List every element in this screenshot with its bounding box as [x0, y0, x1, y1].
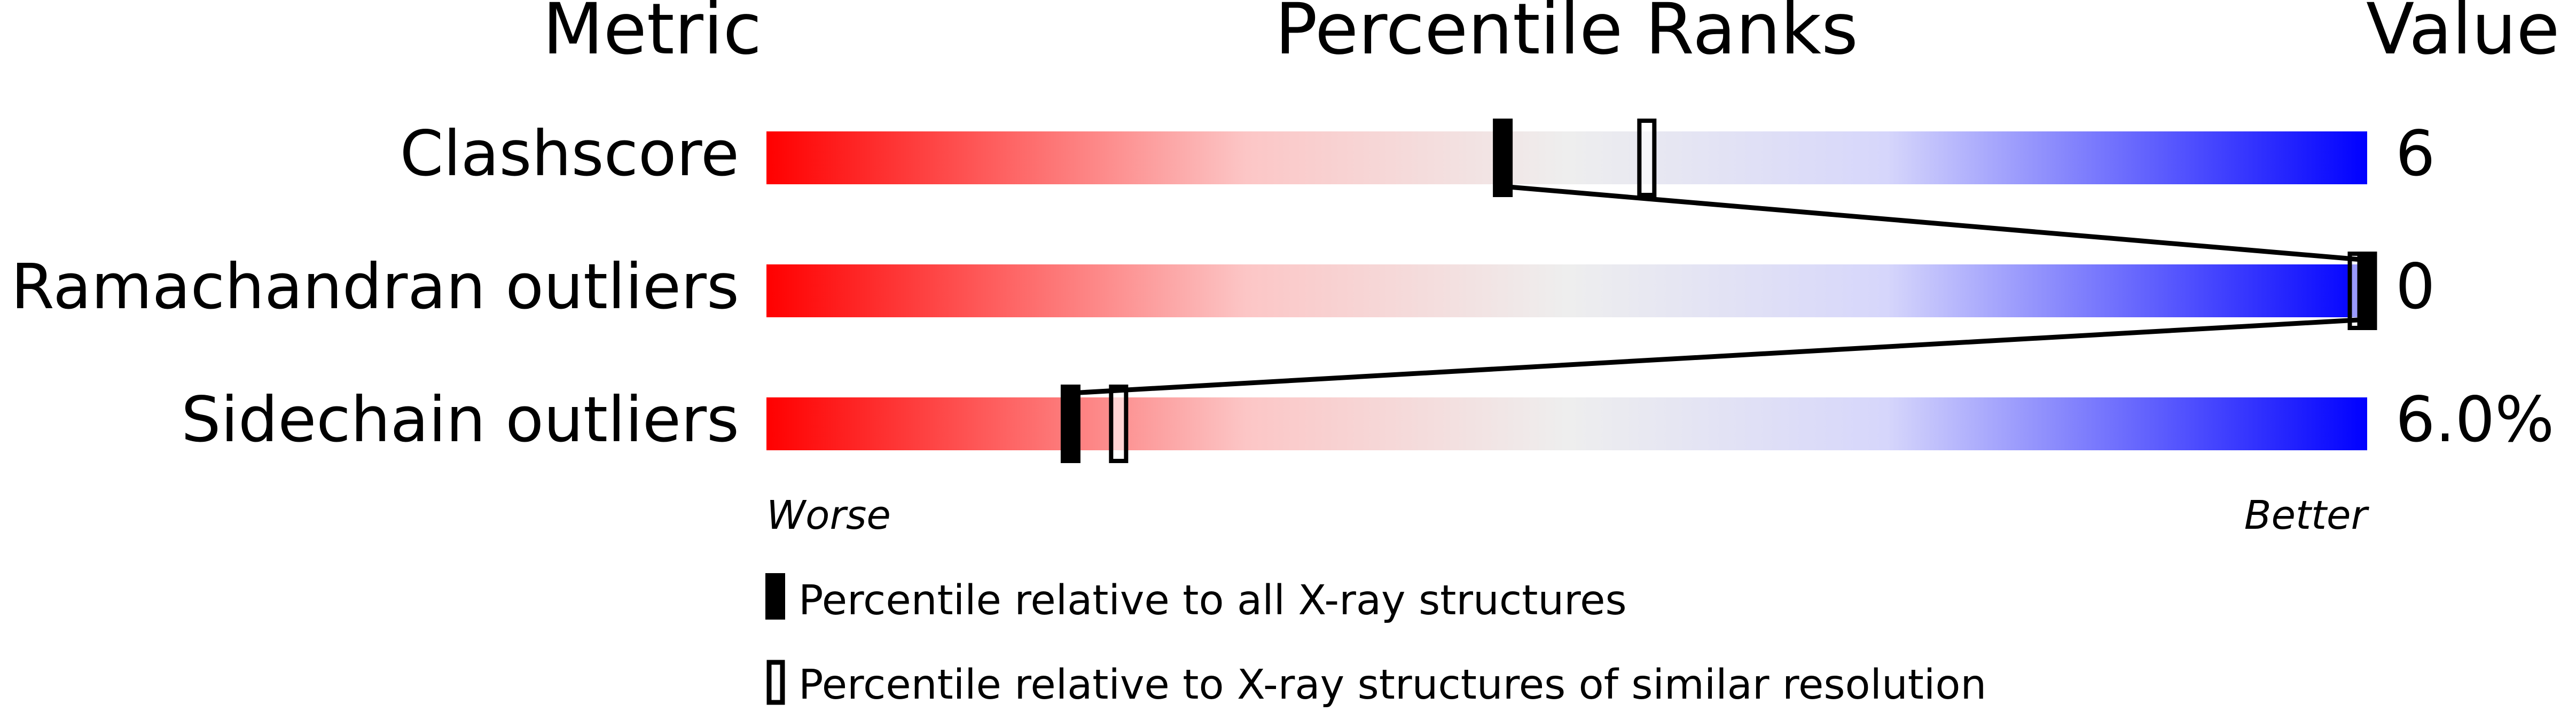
worse-label: Worse — [766, 492, 891, 538]
all-structures-marker — [1060, 385, 1080, 463]
all-structures-marker — [1493, 119, 1513, 197]
similar-resolution-marker — [1637, 119, 1657, 197]
connector-line — [1070, 317, 2368, 396]
metric-value: 0 — [2395, 250, 2435, 323]
percentile-bar — [766, 397, 2367, 450]
connector-line — [1502, 184, 2368, 263]
metric-label: Sidechain outliers — [181, 383, 739, 456]
metric-value: 6 — [2395, 117, 2435, 190]
legend-similar-label: Percentile relative to X-ray structures … — [798, 661, 1986, 709]
metric-label: Clashscore — [400, 117, 739, 190]
similar-resolution-marker — [1109, 385, 1129, 463]
better-label: Better — [2244, 492, 2370, 538]
legend-filled-marker — [765, 573, 785, 620]
legend-all-label: Percentile relative to all X-ray structu… — [798, 577, 1627, 624]
metric-value: 6.0% — [2395, 383, 2554, 456]
percentile-bar — [766, 131, 2367, 184]
header-percentile-ranks: Percentile Ranks — [1275, 0, 1858, 71]
metric-label: Ramachandran outliers — [11, 250, 740, 323]
all-structures-marker — [2357, 252, 2377, 330]
header-metric: Metric — [543, 0, 762, 71]
percentile-bar — [766, 264, 2367, 317]
header-value: Value — [2366, 0, 2559, 71]
legend-open-marker — [766, 660, 785, 705]
